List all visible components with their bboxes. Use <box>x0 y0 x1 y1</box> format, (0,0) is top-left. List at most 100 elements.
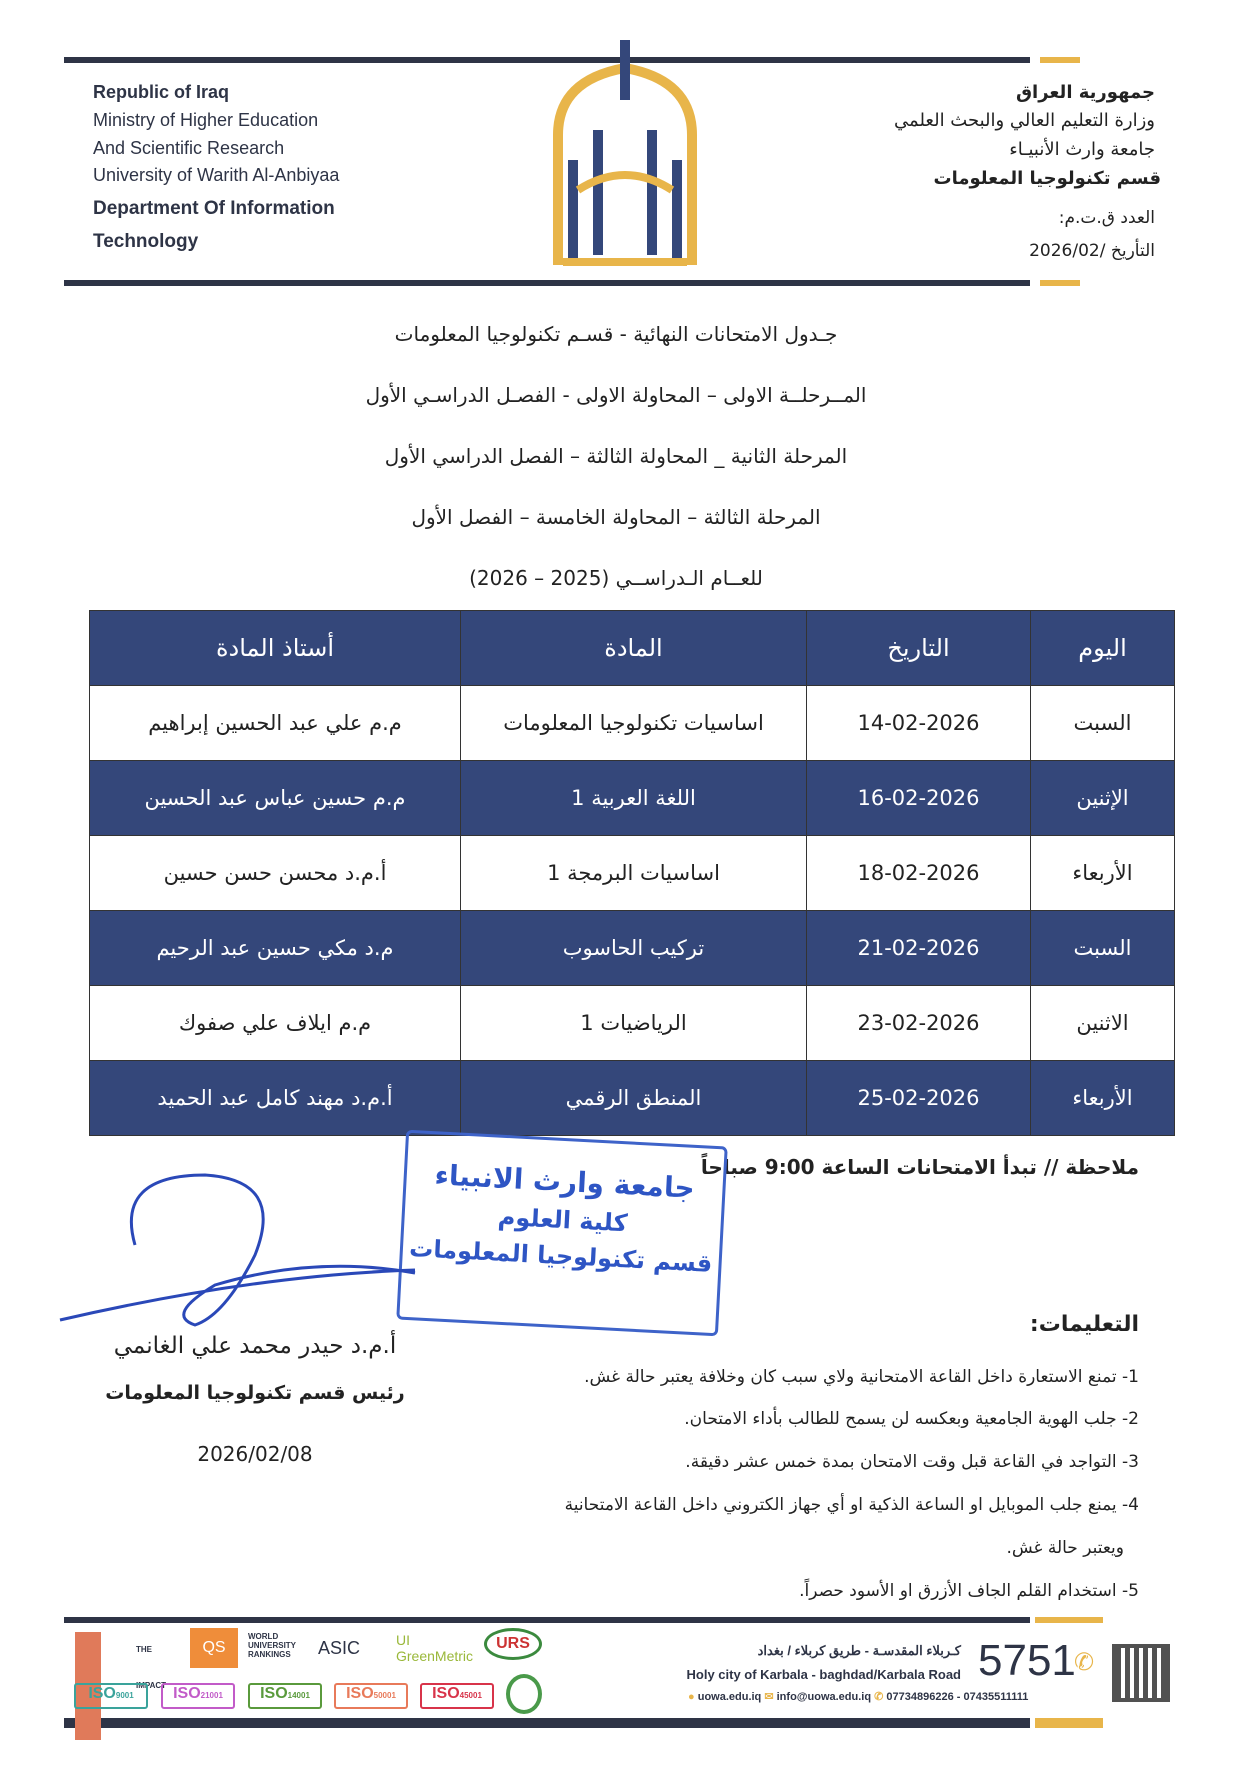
table-row: الإثنين 16-02-2026 اللغة العربية 1 م.م حسين… <box>89 760 1175 836</box>
cell-date: 21-02-2026 <box>806 910 1031 986</box>
header-en-1: Republic of Iraq <box>93 82 230 102</box>
cell-subject: تركيب الحاسوب <box>460 910 807 986</box>
iso-code: 21001 <box>200 1691 223 1700</box>
iso-code: 45001 <box>459 1691 482 1700</box>
iso-code: 50001 <box>373 1691 396 1700</box>
header-ar-5: العدد ق.ت.م: <box>1058 208 1155 228</box>
table-row: السبت 21-02-2026 تركيب الحاسوب م.د مكي حسين… <box>89 910 1175 986</box>
signatory-title: رئيس قسم تكنولوجيا المعلومات <box>105 1382 405 1404</box>
ranking-greenmetric: UI GreenMetric <box>396 1632 474 1664</box>
instruction-5: 5- استخدام القلم الجاف الأزرق او الأسود … <box>799 1581 1139 1601</box>
instruction-1: 1- تمنع الاستعارة داخل القاعة الامتحانية… <box>584 1367 1139 1387</box>
signatory-name: أ.م.د حيدر محمد علي الغانمي <box>113 1333 397 1359</box>
title-2: المــرحلــة الاولى – المحاولة الاولى - ا… <box>365 383 867 407</box>
title-3: المرحلة الثانية _ المحاولة الثالثة – الف… <box>384 444 848 468</box>
cell-day: الاثنين <box>1030 985 1175 1061</box>
iso-50001-badge: ISO50001 <box>334 1683 408 1709</box>
header-ar-3: جامعة وارث الأنبيـاء <box>1009 139 1155 160</box>
cell-subject: اللغة العربية 1 <box>460 760 807 836</box>
phone-numbers: 07734896226 - 07435511111 <box>886 1691 1029 1703</box>
footer-top-accent <box>1035 1617 1103 1623</box>
cell-day: الإثنين <box>1030 760 1175 836</box>
header-date: التاريخ <box>806 610 1031 686</box>
cell-subject: المنطق الرقمي <box>460 1060 807 1136</box>
iso-label: ISO <box>260 1685 288 1702</box>
header-en-6: Technology <box>93 231 199 252</box>
iso-9001-badge: ISO9001 <box>74 1683 148 1709</box>
header-teacher: أستاذ المادة <box>89 610 461 686</box>
qr-code <box>1112 1644 1170 1702</box>
ranking-qs: QS <box>190 1628 238 1668</box>
stamp-line-3: قسم تكنولوجيا المعلومات <box>408 1234 713 1278</box>
ranking-asic: ASIC <box>318 1638 361 1658</box>
iso-45001-badge: ISO45001 <box>420 1683 494 1709</box>
header-subject: المادة <box>460 610 807 686</box>
cell-teacher: م.م علي عبد الحسين إبراهيم <box>89 685 461 761</box>
header-bottom-accent <box>1040 280 1080 286</box>
cell-day: الأربعاء <box>1030 1060 1175 1136</box>
table-row: الأربعاء 18-02-2026 اساسيات البرمجة 1 أ.م.د… <box>89 835 1175 911</box>
address-arabic: كـربلاء المقدسـة - طريق كربلاء / بغداد <box>757 1643 961 1658</box>
email-icon: ✉ <box>764 1691 774 1703</box>
cell-date: 16-02-2026 <box>806 760 1031 836</box>
cell-teacher: أ.م.د محسن حسن حسين <box>89 835 461 911</box>
ranking-world-university: WORLD UNIVERSITY RANKINGS <box>248 1632 296 1659</box>
cell-subject: اساسيات البرمجة 1 <box>460 835 807 911</box>
ranking-the-impact: THE IMPACT RANKINGS <box>75 1632 179 1740</box>
table-row: الأربعاء 25-02-2026 المنطق الرقمي أ.م.د مهن… <box>89 1060 1175 1136</box>
iso-label: ISO <box>88 1685 116 1702</box>
accreditation-seal-icon <box>506 1674 542 1714</box>
website-link[interactable]: uowa.edu.iq <box>697 1691 762 1703</box>
iso-code: 9001 <box>115 1691 134 1700</box>
header-ar-4: قسم تكنولوجيا المعلومات <box>933 168 1161 189</box>
university-logo <box>548 40 702 272</box>
email-link[interactable]: info@uowa.edu.iq <box>776 1691 872 1703</box>
cell-subject: الرياضيات 1 <box>460 985 807 1061</box>
cell-teacher: م.م حسين عباس عبد الحسين <box>89 760 461 836</box>
cell-day: السبت <box>1030 685 1175 761</box>
header-ar-1: جمهورية العراق <box>1015 82 1155 103</box>
table-row: الاثنين 23-02-2026 الرياضيات 1 م.م ايلاف عل… <box>89 985 1175 1061</box>
hotline-number: 5751 <box>978 1636 1076 1685</box>
header-ar-2: وزارة التعليم العالي والبحث العلمي <box>894 110 1155 131</box>
title-5: للعــام الـدراســي (2025 – 2026) <box>469 566 763 590</box>
header-bottom-line <box>64 280 1030 286</box>
header-ar-6: التأريخ /2026/02 <box>1029 241 1155 261</box>
cell-teacher: أ.م.د مهند كامل عبد الحميد <box>89 1060 461 1136</box>
header-en-3: And Scientific Research <box>93 138 285 158</box>
phone-small-icon: ✆ <box>874 1691 884 1703</box>
instruction-3: 3- التواجد في القاعة قبل وقت الامتحان بم… <box>685 1452 1139 1472</box>
instruction-4: 4- يمنع جلب الموبايل او الساعة الذكية او… <box>564 1495 1139 1515</box>
department-stamp: جامعة وارث الانبياء كلية العلوم قسم تكنو… <box>396 1129 728 1337</box>
instruction-4-cont: ويعتبر حالة غش. <box>1006 1538 1124 1558</box>
iso-label: ISO <box>346 1685 374 1702</box>
iso-label: ISO <box>432 1685 460 1702</box>
header-en-5: Department Of Information <box>93 198 335 219</box>
instruction-2: 2- جلب الهوية الجامعية وبعكسه لن يسمح لل… <box>684 1409 1139 1429</box>
phone-icon: ✆ <box>1074 1648 1095 1676</box>
footer-bottom-line <box>64 1718 1030 1728</box>
web-icon: ● <box>688 1691 695 1703</box>
cell-subject: اساسيات تكنولوجيا المعلومات <box>460 685 807 761</box>
iso-code: 14001 <box>287 1691 310 1700</box>
header-en-2: Ministry of Higher Education <box>93 110 319 130</box>
header-en-4: University of Warith Al-Anbiyaa <box>93 165 340 185</box>
cell-date: 23-02-2026 <box>806 985 1031 1061</box>
header-top-accent <box>1040 57 1080 63</box>
iso-21001-badge: ISO21001 <box>161 1683 235 1709</box>
header-day: اليوم <box>1030 610 1175 686</box>
cell-date: 14-02-2026 <box>806 685 1031 761</box>
table-header-row: اليوم التاريخ المادة أستاذ المادة <box>89 610 1175 686</box>
iso-14001-badge: ISO14001 <box>248 1683 322 1709</box>
title-1: جـدول الامتحانات النهائية - قسـم تكنولوج… <box>394 322 838 346</box>
contact-line: ● uowa.edu.iq ✉ info@uowa.edu.iq ✆ 07734… <box>688 1690 1028 1703</box>
signature-date: 2026/02/08 <box>197 1442 313 1466</box>
stamp-line-1: جامعة وارث الانبياء <box>433 1158 696 1205</box>
ranking-urs: URS <box>484 1628 542 1660</box>
exam-time-note: ملاحظة // تبدأ الامتحانات الساعة 9:00 صب… <box>700 1155 1139 1179</box>
table-row: السبت 14-02-2026 اساسيات تكنولوجيا المعلوم… <box>89 685 1175 761</box>
handwritten-signature <box>59 1173 416 1327</box>
title-4: المرحلة الثالثة – المحاولة الخامسة – الف… <box>411 505 821 529</box>
address-english: Holy city of Karbala - baghdad/Karbala R… <box>686 1667 962 1682</box>
footer-top-line <box>64 1617 1030 1623</box>
